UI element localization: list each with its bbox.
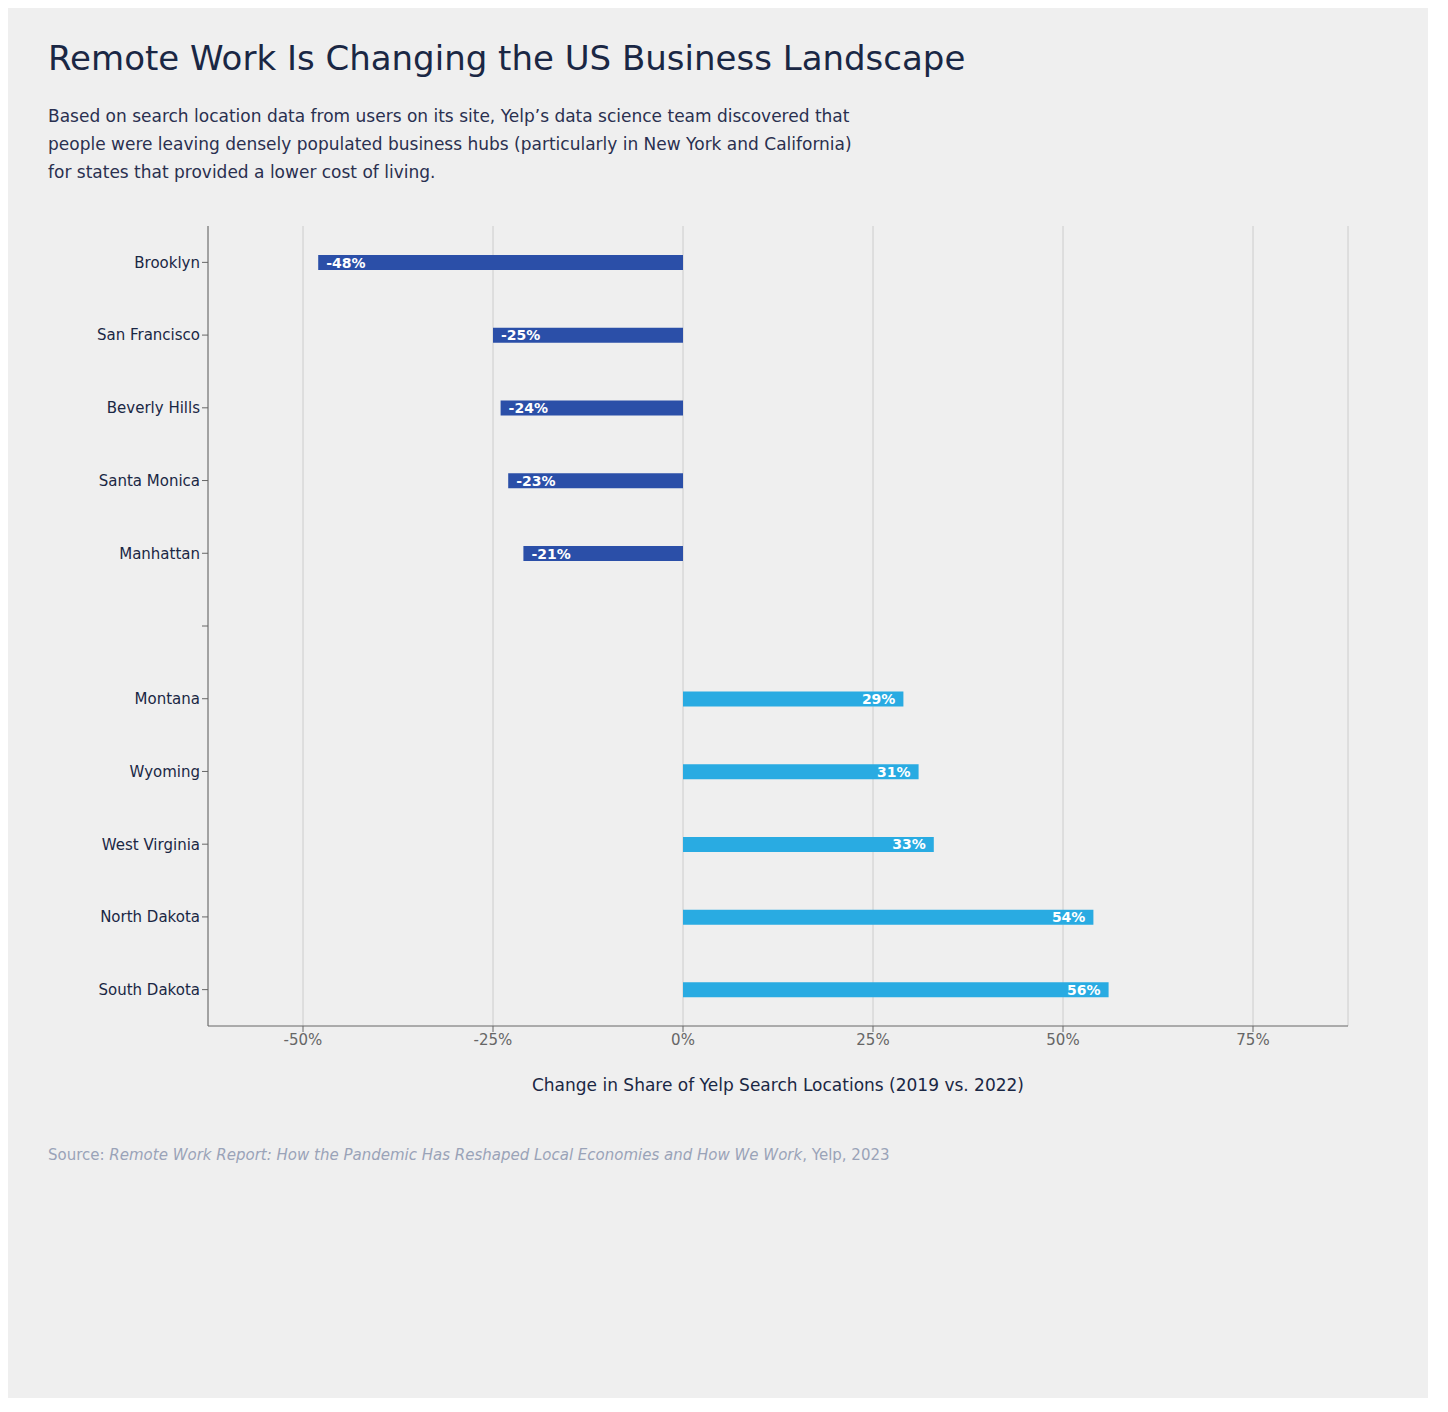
svg-text:North Dakota: North Dakota <box>100 908 200 926</box>
svg-text:29%: 29% <box>862 691 896 707</box>
svg-text:San Francisco: San Francisco <box>97 327 200 345</box>
svg-text:Wyoming: Wyoming <box>130 763 200 781</box>
html-text:people were leaving densely po: people were leaving densely populated bu… <box>48 134 852 154</box>
svg-text:75%: 75% <box>1236 1031 1269 1049</box>
html-text:Remote Work Is Changing the US: Remote Work Is Changing the US Business … <box>48 38 966 78</box>
svg-text:50%: 50% <box>1046 1031 1079 1049</box>
svg-text:-48%: -48% <box>326 255 365 271</box>
svg-text:31%: 31% <box>877 764 911 780</box>
svg-text:Brooklyn: Brooklyn <box>134 254 200 272</box>
svg-text:-21%: -21% <box>531 546 570 562</box>
svg-text:-24%: -24% <box>509 400 548 416</box>
svg-text:Montana: Montana <box>135 690 200 708</box>
html-text:for states that provided a low: for states that provided a lower cost of… <box>48 162 436 183</box>
svg-text:-23%: -23% <box>516 473 555 489</box>
svg-text:Beverly Hills: Beverly Hills <box>107 399 200 417</box>
svg-text:Manhattan: Manhattan <box>119 545 200 563</box>
svg-text:0%: 0% <box>671 1031 695 1049</box>
svg-text:-25%: -25% <box>501 327 540 343</box>
svg-text:Santa Monica: Santa Monica <box>99 472 200 490</box>
svg-text:54%: 54% <box>1052 909 1086 925</box>
svg-text:-25%: -25% <box>474 1031 513 1049</box>
svg-text:Change in Share of Yelp Search: Change in Share of Yelp Search Locations… <box>532 1075 1024 1095</box>
html-text:Based on search location data: Based on search location data from users… <box>48 106 850 126</box>
svg-text:56%: 56% <box>1067 982 1101 998</box>
svg-text:-50%: -50% <box>284 1031 323 1049</box>
svg-text:South Dakota: South Dakota <box>98 981 200 999</box>
svg-text:25%: 25% <box>856 1031 889 1049</box>
svg-text:West Virginia: West Virginia <box>102 836 200 854</box>
svg-text:33%: 33% <box>892 837 926 853</box>
html-text:Source: Remote Work Report: Ho: Source: Remote Work Report: How the Pand… <box>48 1146 890 1165</box>
